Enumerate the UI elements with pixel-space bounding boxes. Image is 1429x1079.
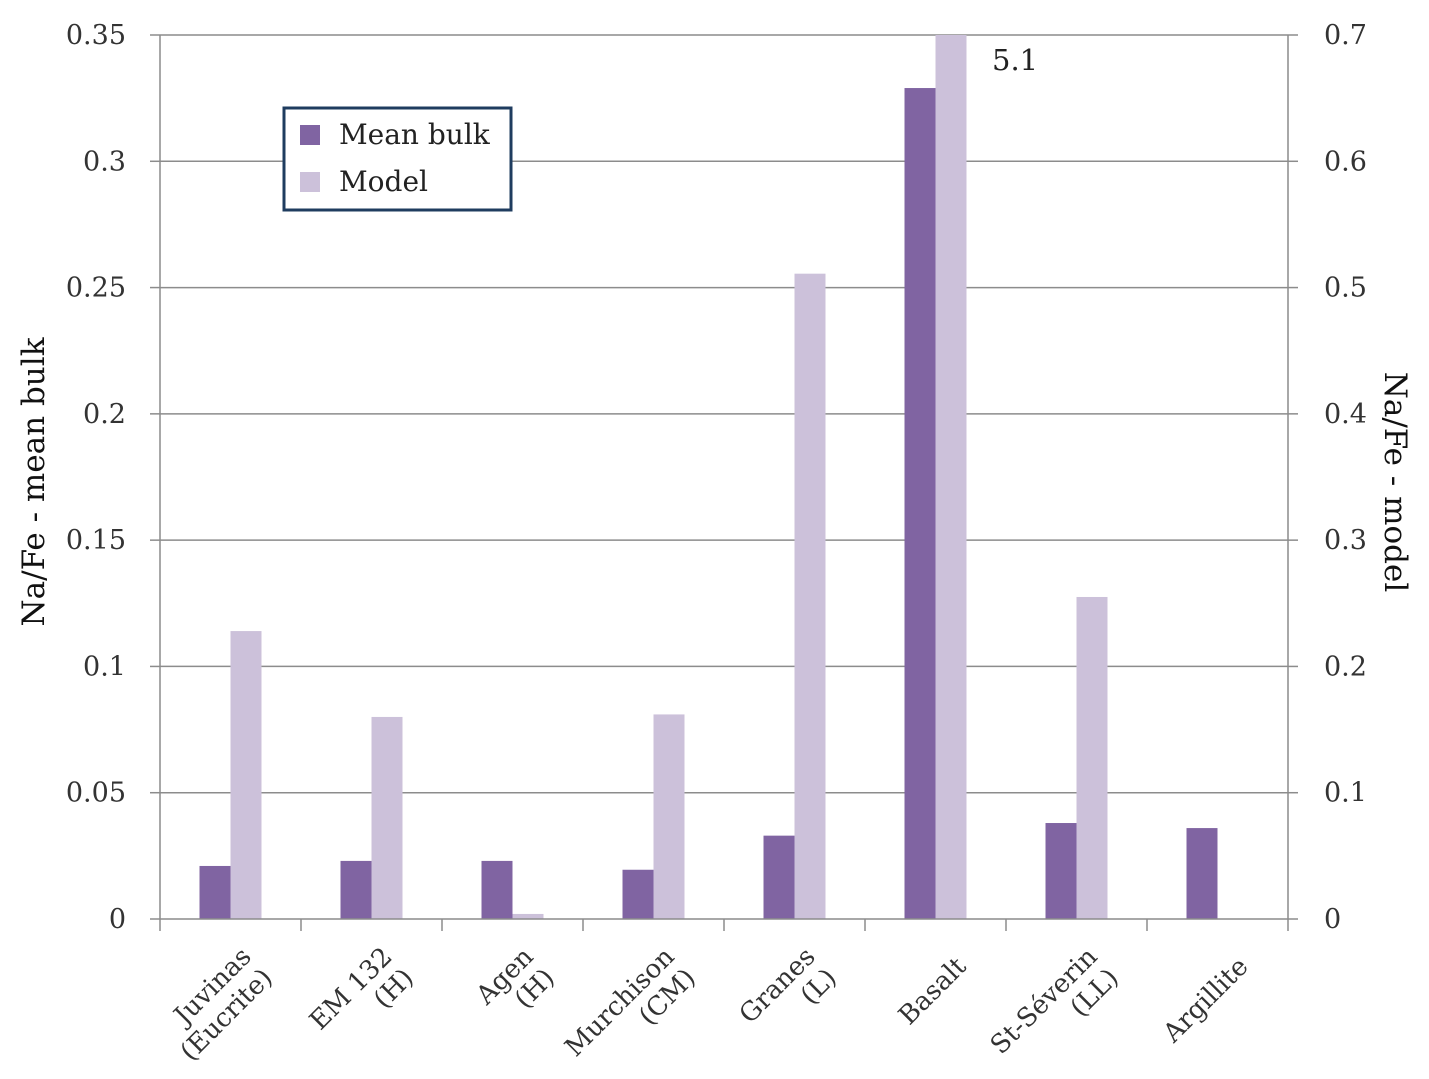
- bar-model: [230, 631, 262, 919]
- category-label: Juvinas(Eucrite): [166, 942, 278, 1067]
- legend-swatch-mean-bulk: [300, 125, 320, 145]
- bar-mean-bulk: [622, 869, 654, 919]
- axes: [150, 34, 1298, 931]
- y-tick-label-right: 0.7: [1324, 20, 1367, 51]
- bar-model: [794, 273, 826, 919]
- legend: Mean bulk Model: [282, 106, 513, 212]
- y-tick-label-left: 0.2: [83, 399, 126, 430]
- bar-mean-bulk: [1045, 823, 1077, 919]
- y-tick-label-left: 0: [109, 904, 126, 935]
- category-label-line: Basalt: [893, 951, 973, 1031]
- y-axis-title-right: Na/Fe - model: [1377, 372, 1413, 593]
- category-label: Basalt: [893, 951, 973, 1031]
- category-label: Agen(H): [470, 942, 561, 1015]
- bar-mean-bulk: [904, 88, 936, 920]
- category-label: Murchison(CM): [560, 942, 702, 1063]
- y-tick-label-right: 0.2: [1324, 651, 1367, 682]
- annotation-basalt-model-value: 5.1: [992, 43, 1038, 77]
- y-tick-label-left: 0.15: [66, 525, 126, 556]
- y-tick-label-right: 0: [1324, 904, 1341, 935]
- bar-model: [935, 35, 967, 919]
- y-axis-title-left: Na/Fe - mean bulk: [16, 337, 52, 626]
- bar-model: [653, 714, 685, 919]
- legend-label-mean-bulk: Mean bulk: [339, 118, 491, 151]
- y-tick-label-left: 0.1: [83, 651, 126, 682]
- category-label: Argillite: [1157, 952, 1255, 1050]
- category-label: Granes(L): [734, 942, 843, 1030]
- category-label: St-Séverin(LL): [985, 942, 1125, 1061]
- y-tick-label-right: 0.3: [1324, 525, 1367, 556]
- bar-mean-bulk: [481, 860, 513, 919]
- bar-model: [512, 913, 544, 919]
- bar-mean-bulk: [340, 860, 372, 919]
- y-tick-label-right: 0.5: [1324, 273, 1367, 304]
- category-label: EM 132(H): [304, 942, 420, 1036]
- legend-box: [282, 106, 513, 212]
- category-labels: Juvinas(Eucrite) EM 132(H) Agen(H)Murchiso…: [166, 942, 1255, 1067]
- legend-label-model: Model: [339, 165, 428, 198]
- bar-model: [1076, 596, 1108, 919]
- y-tick-label-left: 0.05: [66, 778, 126, 809]
- bar-mean-bulk: [1186, 828, 1218, 919]
- bars: [199, 35, 1218, 920]
- bar-model: [371, 716, 403, 919]
- y-tick-label-right: 0.1: [1324, 778, 1367, 809]
- bar-mean-bulk: [763, 835, 795, 919]
- bar-mean-bulk: [199, 865, 231, 919]
- y-tick-label-right: 0.4: [1324, 399, 1367, 430]
- y-tick-label-left: 0.35: [66, 20, 126, 51]
- y-tick-label-left: 0.25: [66, 273, 126, 304]
- y-tick-label-right: 0.6: [1324, 146, 1367, 177]
- legend-swatch-model: [300, 172, 320, 192]
- tick-labels: 0 0.05 0.1 0.15 0.2 0.25 0.3 0.35 0 0.1 0.2 0.3 0.4 0…: [66, 20, 1367, 935]
- category-label-line: Argillite: [1157, 952, 1255, 1050]
- y-tick-label-left: 0.3: [83, 146, 126, 177]
